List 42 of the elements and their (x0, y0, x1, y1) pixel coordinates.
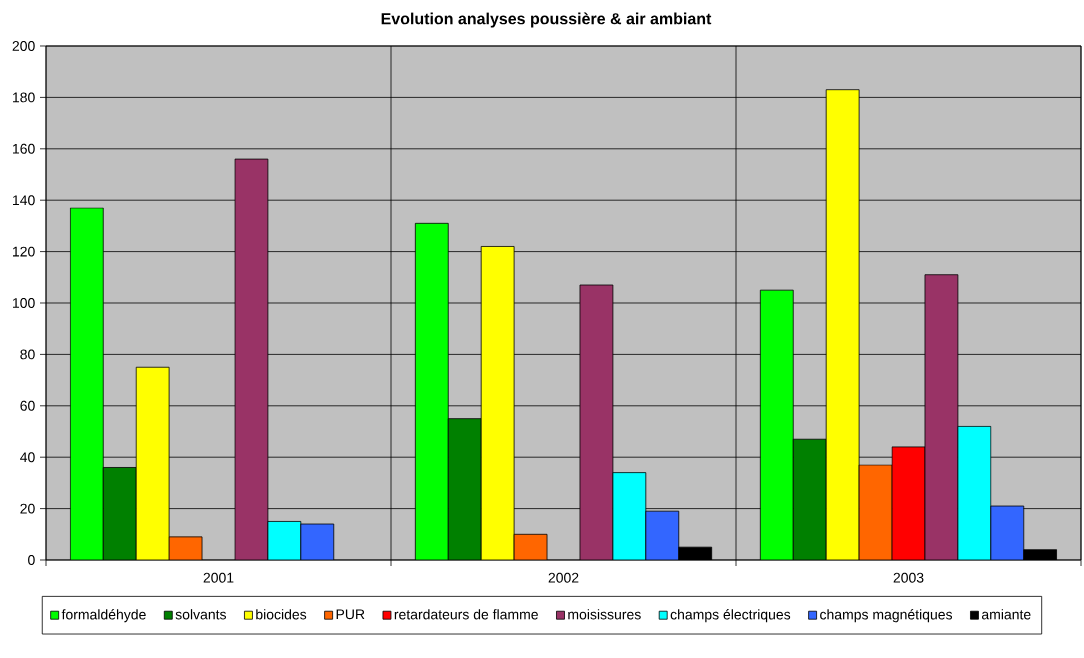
x-tick-label: 2003 (893, 572, 924, 583)
x-tick-label: 2001 (203, 572, 234, 583)
bar (759, 289, 794, 560)
bar (234, 158, 269, 560)
legend-label: amiante (981, 609, 1031, 620)
legend-label: solvants (175, 609, 227, 620)
y-tick-label: 0 (28, 555, 35, 565)
bar (612, 472, 647, 560)
y-tick-label: 100 (13, 298, 35, 308)
bar (135, 366, 170, 560)
bar (825, 89, 860, 560)
y-tick-label: 120 (13, 246, 35, 257)
bar (414, 222, 449, 560)
y-tick-label: 60 (20, 400, 35, 411)
y-tick-label: 200 (12, 41, 35, 51)
bar (579, 284, 614, 560)
legend-label: champs électriques (670, 609, 791, 623)
bar (957, 425, 992, 560)
y-tick-label: 160 (13, 143, 35, 154)
bar (990, 505, 1025, 560)
bar (645, 510, 680, 560)
legend-label: retardateurs de flamme (394, 609, 538, 620)
bar (267, 521, 302, 560)
bar (792, 438, 827, 560)
y-tick-label: 80 (20, 349, 35, 360)
bar (102, 467, 137, 560)
y-tick-label: 20 (20, 503, 35, 514)
legend-label: PUR (336, 609, 365, 620)
y-tick-label: 40 (20, 452, 35, 463)
bar (447, 418, 482, 560)
legend-label: champs magnétiques (820, 609, 953, 623)
y-tick-label: 180 (13, 92, 35, 103)
bar (480, 246, 515, 560)
legend-label: formaldéhyde (61, 609, 146, 623)
legend-label: biocides (256, 609, 307, 620)
bar (69, 207, 104, 560)
legend-label: moisissures (568, 609, 641, 620)
y-tick-label: 140 (13, 195, 35, 206)
x-tick-label: 2002 (548, 572, 579, 583)
bar (300, 523, 335, 560)
chart-title: Evolution analyses poussière & air ambiant (381, 12, 712, 28)
bar (924, 274, 959, 560)
